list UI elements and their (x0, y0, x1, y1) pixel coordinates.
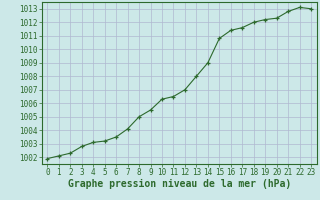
X-axis label: Graphe pression niveau de la mer (hPa): Graphe pression niveau de la mer (hPa) (68, 179, 291, 189)
